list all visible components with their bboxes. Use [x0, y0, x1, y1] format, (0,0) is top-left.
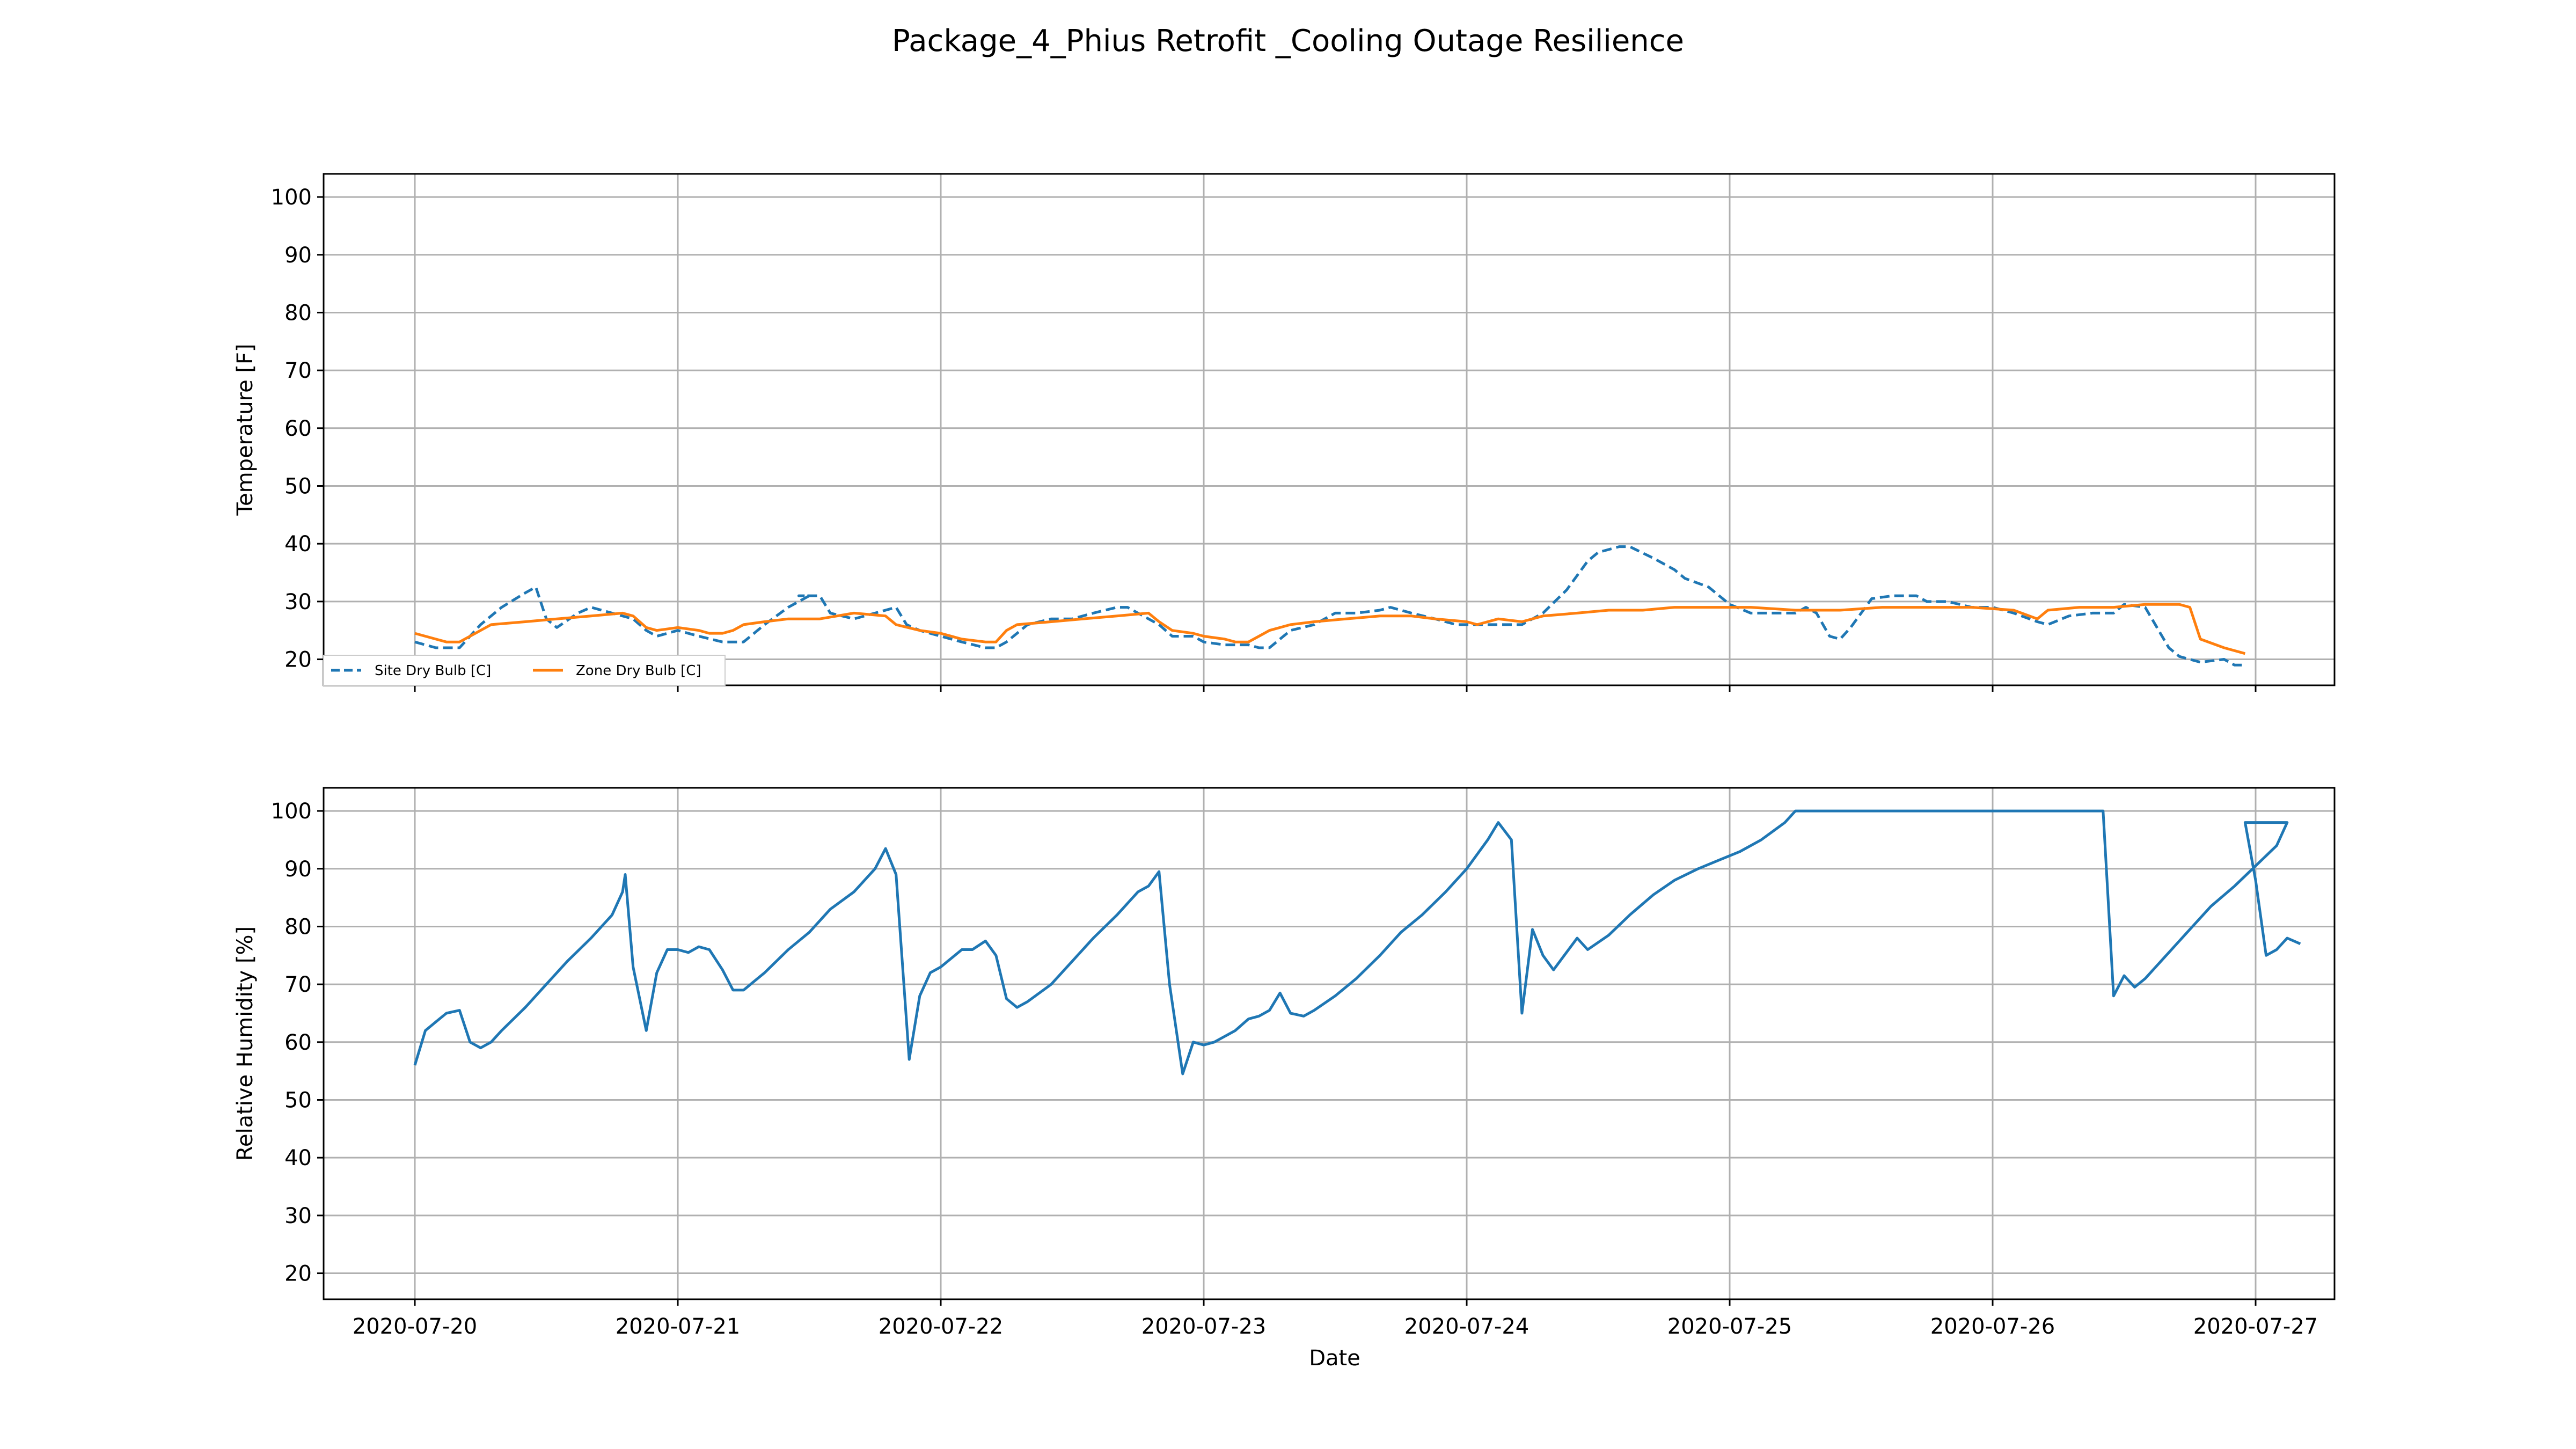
y-tick-label: 60 [284, 416, 312, 441]
temperature-frame [323, 173, 2336, 686]
x-tick-label: 2020-07-25 [1667, 1314, 1792, 1339]
humidity-axes: 20 30 40 50 60 70 80 90 100 Relative Humidity [%… [233, 787, 2336, 1306]
date-ticks: 2020-07-20 2020-07-21 2020-07-22 2020-07-23… [353, 1314, 2318, 1339]
site-dry-bulb-line [414, 545, 2245, 667]
y-tick-label: 50 [284, 474, 312, 499]
chart-title: Package_4_Phius Retrofit _Cooling Outage… [892, 24, 1684, 58]
y-tick-label: 100 [271, 799, 312, 824]
y-tick-label: 80 [284, 914, 312, 939]
relative-humidity-line [413, 809, 2301, 1075]
x-tick-label: 2020-07-26 [1930, 1314, 2055, 1339]
legend-site-label: Site Dry Bulb [C] [375, 663, 491, 679]
humidity-frame [323, 787, 2336, 1300]
temperature-legend: Site Dry Bulb [C] Zone Dry Bulb [C] [323, 655, 726, 686]
x-tick-label: 2020-07-22 [879, 1314, 1003, 1339]
humidity-lines [413, 809, 2301, 1075]
y-tick-label: 90 [284, 857, 312, 882]
y-tick-label: 70 [284, 972, 312, 997]
y-tick-label: 20 [284, 648, 312, 672]
x-tick-label: 2020-07-24 [1404, 1314, 1529, 1339]
temperature-grid [324, 174, 2334, 685]
x-axis-label: Date [1309, 1346, 1360, 1371]
temperature-axes: 20 30 40 50 60 70 80 90 100 Temperature [F] Site… [233, 173, 2336, 692]
x-tick-label: 2020-07-21 [616, 1314, 740, 1339]
y-tick-label: 50 [284, 1088, 312, 1113]
y-tick-label: 20 [284, 1262, 312, 1286]
temperature-lines [414, 545, 2246, 667]
humidity-ylabel: Relative Humidity [%] [233, 926, 258, 1161]
y-tick-label: 80 [284, 301, 312, 325]
y-tick-label: 40 [284, 1146, 312, 1170]
x-tick-label: 2020-07-20 [353, 1314, 477, 1339]
y-tick-label: 40 [284, 532, 312, 557]
y-tick-label: 30 [284, 1204, 312, 1228]
temperature-ylabel: Temperature [F] [233, 343, 258, 516]
zone-dry-bulb-line [414, 603, 2246, 655]
humidity-grid [324, 788, 2334, 1299]
legend-zone-label: Zone Dry Bulb [C] [576, 663, 701, 679]
y-tick-label: 60 [284, 1030, 312, 1055]
legend-box [323, 655, 726, 686]
temperature-ticks: 20 30 40 50 60 70 80 90 100 [271, 185, 2257, 692]
humidity-ticks: 20 30 40 50 60 70 80 90 100 [271, 799, 2257, 1306]
y-tick-label: 100 [271, 185, 312, 210]
y-tick-label: 70 [284, 358, 312, 383]
y-tick-label: 90 [284, 243, 312, 268]
x-tick-label: 2020-07-23 [1141, 1314, 1266, 1339]
x-tick-label: 2020-07-27 [2193, 1314, 2318, 1339]
y-tick-label: 30 [284, 590, 312, 614]
